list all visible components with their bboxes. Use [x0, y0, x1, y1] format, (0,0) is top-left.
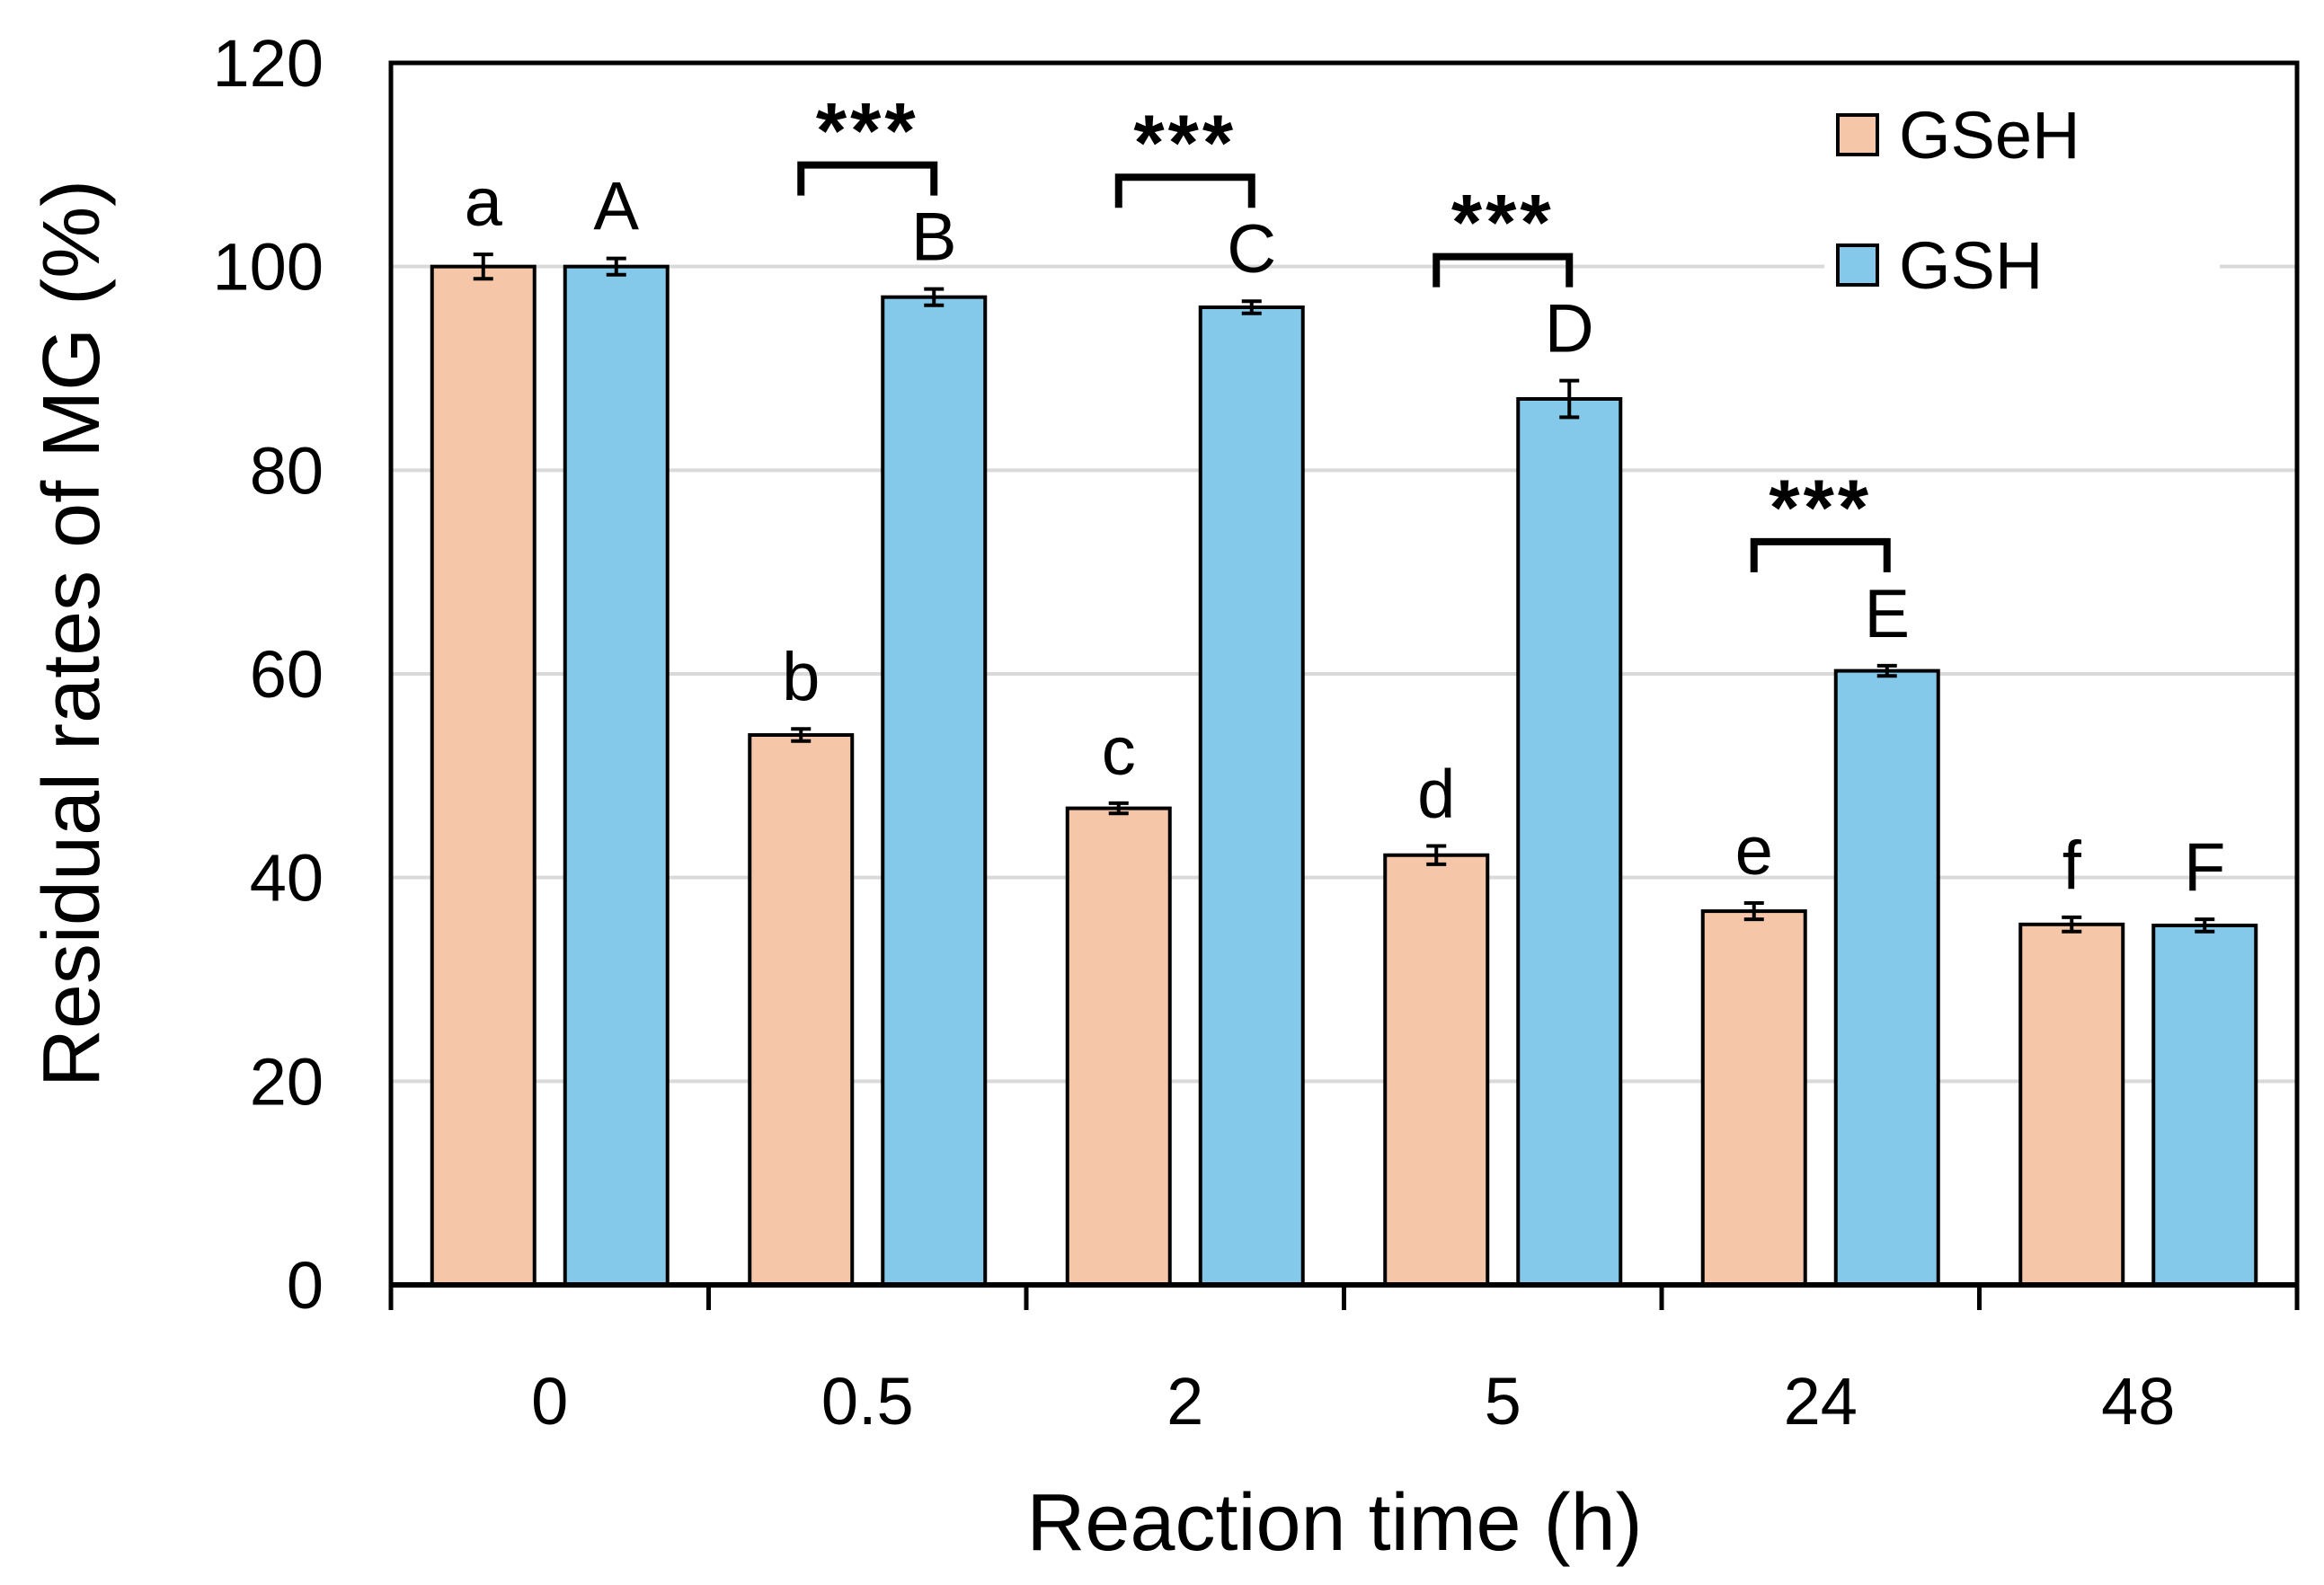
- significance-bracket: [1750, 537, 1891, 572]
- y-tick-label: 80: [250, 433, 324, 508]
- x-tick-label: 48: [2101, 1364, 2175, 1439]
- y-tick-label: 100: [213, 230, 324, 305]
- bar-gseh-2: [1065, 806, 1172, 1287]
- x-tick-label: 2: [1166, 1364, 1203, 1439]
- significance-letter: B: [911, 199, 957, 276]
- bar-gseh-0.5: [748, 733, 855, 1287]
- x-tick-label: 0.5: [821, 1364, 914, 1439]
- significance-letters: a Ab Bc Cd De Ef F: [465, 164, 2226, 906]
- significance-bracket: [797, 161, 938, 196]
- gridlines: [391, 264, 2297, 1084]
- significance-brackets: *** *** *** ***: [797, 86, 1891, 572]
- significance-letter: d: [1417, 757, 1455, 833]
- significance-letter: A: [593, 169, 639, 245]
- significance-letter: F: [2184, 829, 2225, 906]
- significance-bracket: [1433, 252, 1574, 288]
- legend-background: [1824, 81, 2220, 305]
- significance-letter: E: [1864, 576, 1910, 652]
- legend: GSeH GSH: [1824, 81, 2220, 305]
- bar-gsh-24: [1833, 669, 1940, 1287]
- significance-bracket: [1114, 173, 1255, 208]
- x-tick-label: 24: [1784, 1364, 1858, 1439]
- bar-gsh-48: [2151, 923, 2258, 1288]
- legend-label-gseh: GSeH: [1899, 98, 2080, 173]
- significance-label: ***: [1769, 463, 1872, 552]
- significance-label: ***: [816, 86, 919, 175]
- y-tick-label: 60: [250, 637, 324, 712]
- error-bars: [473, 252, 2215, 934]
- bar-gsh-0: [563, 264, 670, 1288]
- bar-gseh-24: [1700, 909, 1807, 1287]
- legend-swatch-gsh: [1836, 244, 1879, 287]
- significance-label: ***: [1451, 178, 1555, 267]
- y-tick-label: 20: [250, 1044, 324, 1119]
- y-tick-label: 0: [287, 1248, 324, 1323]
- y-tick-label: 40: [250, 841, 324, 916]
- legend-swatch-gseh: [1836, 113, 1879, 156]
- significance-letter: f: [2062, 828, 2082, 904]
- bar-gsh-2: [1198, 305, 1305, 1287]
- bar-gseh-48: [2018, 922, 2125, 1288]
- significance-letter: C: [1227, 211, 1276, 288]
- x-tick-label: 0: [531, 1364, 568, 1439]
- significance-letter: e: [1735, 813, 1773, 890]
- x-tick-label: 5: [1485, 1364, 1521, 1439]
- bar-gseh-5: [1383, 853, 1490, 1287]
- axes: 0 20 40 60 80 100 120 0 0.5 2 5 24 48: [213, 26, 2300, 1439]
- significance-letter: b: [782, 639, 820, 715]
- significance-letter: c: [1102, 713, 1136, 790]
- bar-gsh-5: [1516, 397, 1623, 1287]
- x-axis-title: Reaction time (h): [1026, 1478, 1642, 1568]
- y-axis-title: Residual rates of MG (%): [27, 180, 117, 1087]
- bar-gseh-0: [430, 264, 537, 1288]
- significance-letter: D: [1545, 291, 1594, 367]
- significance-label: ***: [1133, 98, 1237, 187]
- bars: [430, 264, 2258, 1288]
- significance-letter: a: [465, 164, 503, 241]
- y-tick-label: 120: [213, 26, 324, 101]
- legend-label-gsh: GSH: [1899, 228, 2043, 303]
- bar-gsh-0.5: [881, 295, 988, 1288]
